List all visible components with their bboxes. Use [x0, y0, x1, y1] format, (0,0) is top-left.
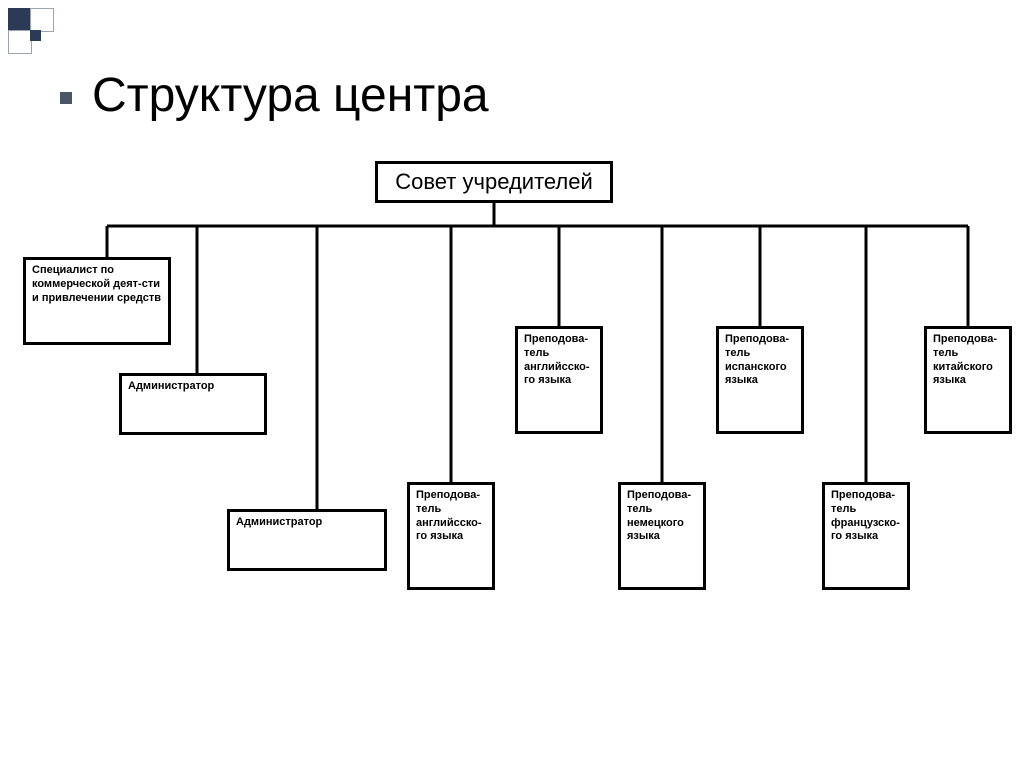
org-child-label: Преподова-тель немецкого языка	[627, 489, 697, 544]
org-root-label: Совет учредителей	[395, 169, 593, 195]
org-child-node: Преподова-тель английсско-го языка	[515, 326, 603, 434]
org-child-label: Преподова-тель испанского языка	[725, 333, 795, 388]
org-child-node: Преподова-тель испанского языка	[716, 326, 804, 434]
title-bullet-icon	[60, 92, 72, 104]
org-child-node: Преподова-тель английсско-го языка	[407, 482, 495, 590]
org-child-node: Преподова-тель китайского языка	[924, 326, 1012, 434]
org-child-label: Специалист по коммерческой деят-сти и пр…	[32, 264, 162, 305]
org-child-label: Администратор	[236, 516, 322, 530]
org-child-node: Преподова-тель немецкого языка	[618, 482, 706, 590]
page-title: Структура центра	[60, 68, 489, 123]
decoration-square	[30, 8, 54, 32]
org-child-node: Специалист по коммерческой деят-сти и пр…	[23, 257, 171, 345]
org-child-label: Преподова-тель французско-го языка	[831, 489, 901, 544]
org-child-label: Преподова-тель английсско-го языка	[416, 489, 486, 544]
org-child-label: Преподова-тель китайского языка	[933, 333, 1003, 388]
org-child-node: Администратор	[119, 373, 267, 435]
title-text: Структура центра	[92, 69, 489, 122]
decoration-square	[8, 30, 32, 54]
decoration-square	[8, 8, 32, 32]
org-child-label: Преподова-тель английсско-го языка	[524, 333, 594, 388]
decoration-square	[30, 30, 41, 41]
org-root-node: Совет учредителей	[375, 161, 613, 203]
org-child-node: Преподова-тель французско-го языка	[822, 482, 910, 590]
org-child-node: Администратор	[227, 509, 387, 571]
org-child-label: Администратор	[128, 380, 214, 394]
